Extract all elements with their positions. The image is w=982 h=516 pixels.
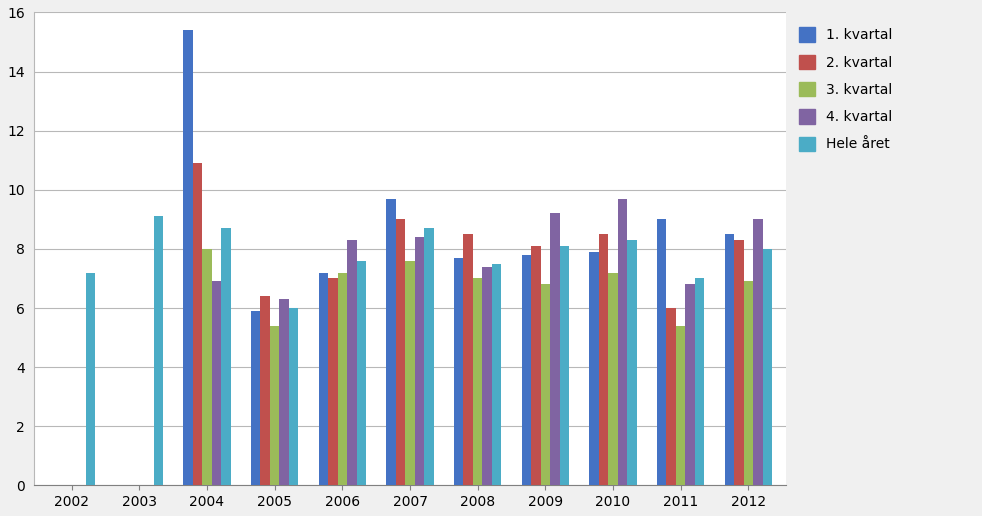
Bar: [414, 237, 424, 486]
Bar: [667, 308, 676, 486]
Bar: [743, 281, 753, 486]
Bar: [406, 261, 414, 486]
Legend: 1. kvartal, 2. kvartal, 3. kvartal, 4. kvartal, Hele året: 1. kvartal, 2. kvartal, 3. kvartal, 4. k…: [793, 22, 899, 157]
Bar: [753, 219, 763, 486]
Bar: [454, 258, 464, 486]
Bar: [589, 252, 599, 486]
Bar: [270, 326, 280, 486]
Bar: [695, 279, 704, 486]
Bar: [763, 249, 772, 486]
Bar: [521, 255, 531, 486]
Bar: [318, 272, 328, 486]
Bar: [599, 234, 608, 486]
Bar: [192, 163, 202, 486]
Bar: [627, 240, 636, 486]
Bar: [328, 279, 338, 486]
Bar: [85, 272, 95, 486]
Bar: [560, 246, 569, 486]
Bar: [338, 272, 347, 486]
Bar: [482, 267, 492, 486]
Bar: [260, 296, 270, 486]
Bar: [531, 246, 541, 486]
Bar: [202, 249, 212, 486]
Bar: [396, 219, 406, 486]
Bar: [541, 284, 550, 486]
Bar: [685, 284, 695, 486]
Bar: [289, 308, 299, 486]
Bar: [221, 228, 231, 486]
Bar: [347, 240, 356, 486]
Bar: [676, 326, 685, 486]
Bar: [356, 261, 366, 486]
Bar: [212, 281, 221, 486]
Bar: [386, 199, 396, 486]
Bar: [251, 311, 260, 486]
Bar: [280, 299, 289, 486]
Bar: [735, 240, 743, 486]
Bar: [618, 199, 627, 486]
Bar: [464, 234, 473, 486]
Bar: [424, 228, 434, 486]
Bar: [473, 279, 482, 486]
Bar: [657, 219, 667, 486]
Bar: [153, 216, 163, 486]
Bar: [550, 214, 560, 486]
Bar: [492, 264, 502, 486]
Bar: [725, 234, 735, 486]
Bar: [608, 272, 618, 486]
Bar: [184, 30, 192, 486]
